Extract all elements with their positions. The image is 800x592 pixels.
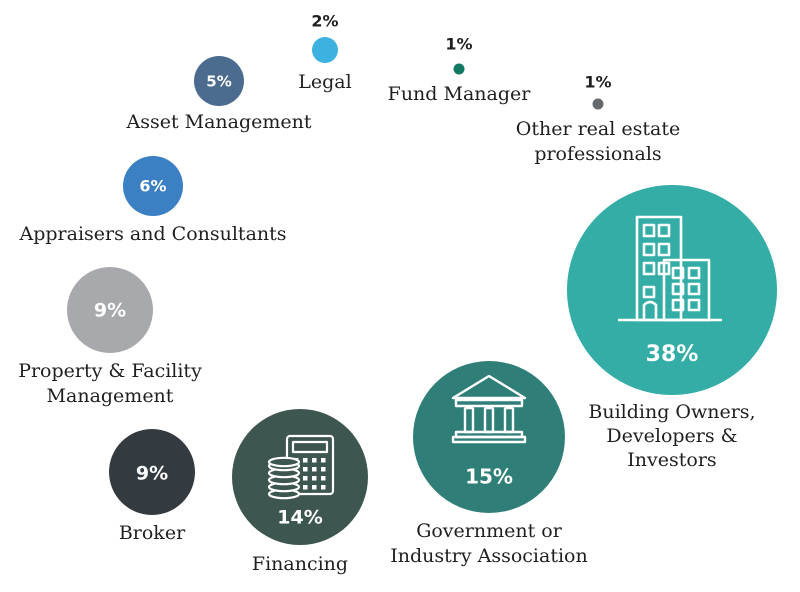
category-label-line: Building Owners, <box>588 401 755 423</box>
bubble-property-and-facility-management-circle <box>67 267 153 353</box>
data-label-financing: 14% <box>277 507 322 529</box>
data-label-government-or-industry-association: 15% <box>465 465 513 489</box>
category-label-government-or-industry-association: Government or Industry Association <box>390 520 587 567</box>
category-label-line: Industry Association <box>390 545 587 567</box>
buildings-icon <box>618 215 722 322</box>
category-label-line: Legal <box>298 71 351 93</box>
bubble-appraisers-and-consultants-circle <box>123 156 183 216</box>
category-label-line: Financing <box>252 553 348 575</box>
bubble-other-real-estate-professionals: 1% Other real estate professionals <box>516 73 680 166</box>
data-label-legal: 2% <box>311 12 338 31</box>
bubble-government-or-industry-association: 15% Government or Industry Association <box>390 361 588 567</box>
data-label-fund-manager: 1% <box>445 35 472 54</box>
category-label-other-real-estate-professionals: Other real estate professionals <box>516 118 680 165</box>
category-label-financing: Financing <box>252 553 348 575</box>
bubble-legal-circle <box>312 37 338 63</box>
category-label-line: Government or <box>416 520 563 542</box>
category-label-legal: Legal <box>298 71 351 93</box>
category-label-building-owners-developers-and-investors: Building Owners, Developers & Investors <box>588 401 755 471</box>
data-label-appraisers-and-consultants: 6% <box>139 177 166 196</box>
category-label-line: Property & Facility <box>18 360 202 382</box>
category-label-broker: Broker <box>119 522 186 544</box>
category-label-line: Broker <box>119 522 186 544</box>
data-label-asset-management: 5% <box>206 73 231 91</box>
bubble-asset-management: 5% Asset Management <box>125 56 312 133</box>
category-label-property-and-facility-management: Property & Facility Management <box>18 360 202 407</box>
bubble-fund-manager-circle <box>453 63 465 75</box>
data-label-building-owners-developers-and-investors: 38% <box>646 342 699 367</box>
bubble-financing: 14% Financing <box>232 409 368 575</box>
data-label-property-and-facility-management: 9% <box>94 300 126 322</box>
category-label-line: Management <box>47 385 174 407</box>
category-label-line: Asset Management <box>125 111 311 133</box>
bubble-broker: 9% Broker <box>109 429 195 544</box>
bubble-asset-management-circle <box>194 56 244 106</box>
data-label-broker: 9% <box>136 463 168 485</box>
bubble-appraisers-and-consultants: 6% Appraisers and Consultants <box>18 156 287 245</box>
category-label-fund-manager: Fund Manager <box>388 83 532 105</box>
bubble-property-and-facility-management: 9% Property & Facility Management <box>18 267 202 407</box>
bubble-other-real-estate-professionals-circle <box>592 98 604 110</box>
bubble-broker-circle <box>109 429 195 515</box>
data-label-other-real-estate-professionals: 1% <box>584 73 611 92</box>
calculator-coins-icon <box>267 434 335 500</box>
bubble-legal: 2% Legal <box>298 12 351 94</box>
category-label-line: Other real estate <box>516 118 680 140</box>
category-label-line: professionals <box>534 143 661 165</box>
government-building-icon <box>451 374 527 444</box>
bubble-building-owners-developers-and-investors: 38% Building Owners, Developers & Investors <box>567 185 777 471</box>
category-label-line: Investors <box>627 449 716 471</box>
category-label-line: Fund Manager <box>388 83 532 105</box>
category-label-line: Appraisers and Consultants <box>18 223 286 245</box>
category-label-line: Developers & <box>606 425 737 447</box>
category-label-asset-management: Asset Management <box>125 111 311 133</box>
category-label-appraisers-and-consultants: Appraisers and Consultants <box>18 223 286 245</box>
bubble-fund-manager: 1% Fund Manager <box>388 35 532 106</box>
